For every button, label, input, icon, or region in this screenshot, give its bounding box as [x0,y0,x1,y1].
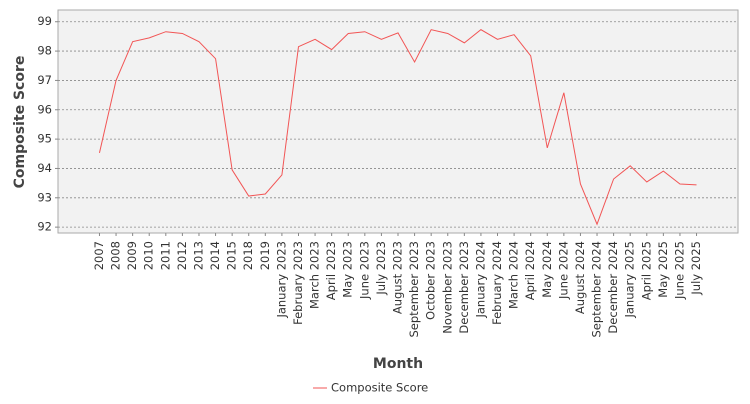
x-tick-label: December 2024 [606,241,620,334]
x-tick-label: 2012 [175,241,189,270]
x-tick-label: September 2023 [407,241,421,338]
plot-area [57,9,739,234]
x-tick-label: 2019 [258,241,272,270]
legend-label: Composite Score [331,381,428,395]
x-tick-label: April 2025 [639,241,653,300]
x-tick-label: October 2023 [424,241,438,320]
data-line [98,29,697,226]
x-tick-label: January 2023 [274,241,288,319]
x-tick-label: June 2023 [357,241,371,300]
y-axis-label: Composite Score [12,56,28,189]
x-tick-label: July 2023 [374,241,388,296]
x-tick-label: November 2023 [440,241,454,334]
x-tick-label: 2014 [208,241,222,270]
x-tick-label: 2011 [158,241,172,270]
x-tick-label: April 2023 [324,241,338,300]
x-tick-label: May 2024 [540,241,554,298]
y-tick-label: 97 [37,73,52,87]
y-tick-label: 93 [37,190,52,204]
x-tick-label: 2018 [241,241,255,270]
x-tick-label: 2010 [142,241,156,270]
x-tick-label: 2008 [109,241,123,270]
y-tick-label: 94 [37,161,52,175]
x-tick-label: March 2024 [507,241,521,309]
y-tick-label: 98 [37,44,52,58]
x-tick-label: March 2023 [308,241,322,309]
x-tick-label: December 2023 [457,241,471,334]
x-tick-label: July 2025 [689,241,703,296]
x-tick-label: 2009 [125,241,139,270]
x-tick-label: January 2025 [623,241,637,319]
x-axis-label: Month [373,356,423,372]
x-tick-label: June 2025 [672,241,686,300]
x-tick-label: April 2024 [523,241,537,300]
x-tick-label: May 2023 [341,241,355,298]
y-tick-label: 99 [37,14,52,28]
y-tick-label: 92 [37,220,52,234]
y-tick-label: 96 [37,102,52,116]
x-tick-label: August 2023 [391,241,405,314]
x-tick-label: January 2024 [473,241,487,319]
x-tick-label: 2015 [225,241,239,270]
x-tick-label: June 2024 [556,241,570,300]
x-tick-label: September 2024 [590,241,604,338]
x-tick-label: 2007 [92,241,106,270]
x-tick-label: August 2024 [573,241,587,314]
x-tick-label: February 2023 [291,241,305,325]
x-tick-label: 2013 [191,241,205,270]
y-tick-label: 95 [37,132,52,146]
x-tick-label: May 2025 [656,241,670,298]
x-tick-label: February 2024 [490,241,504,325]
